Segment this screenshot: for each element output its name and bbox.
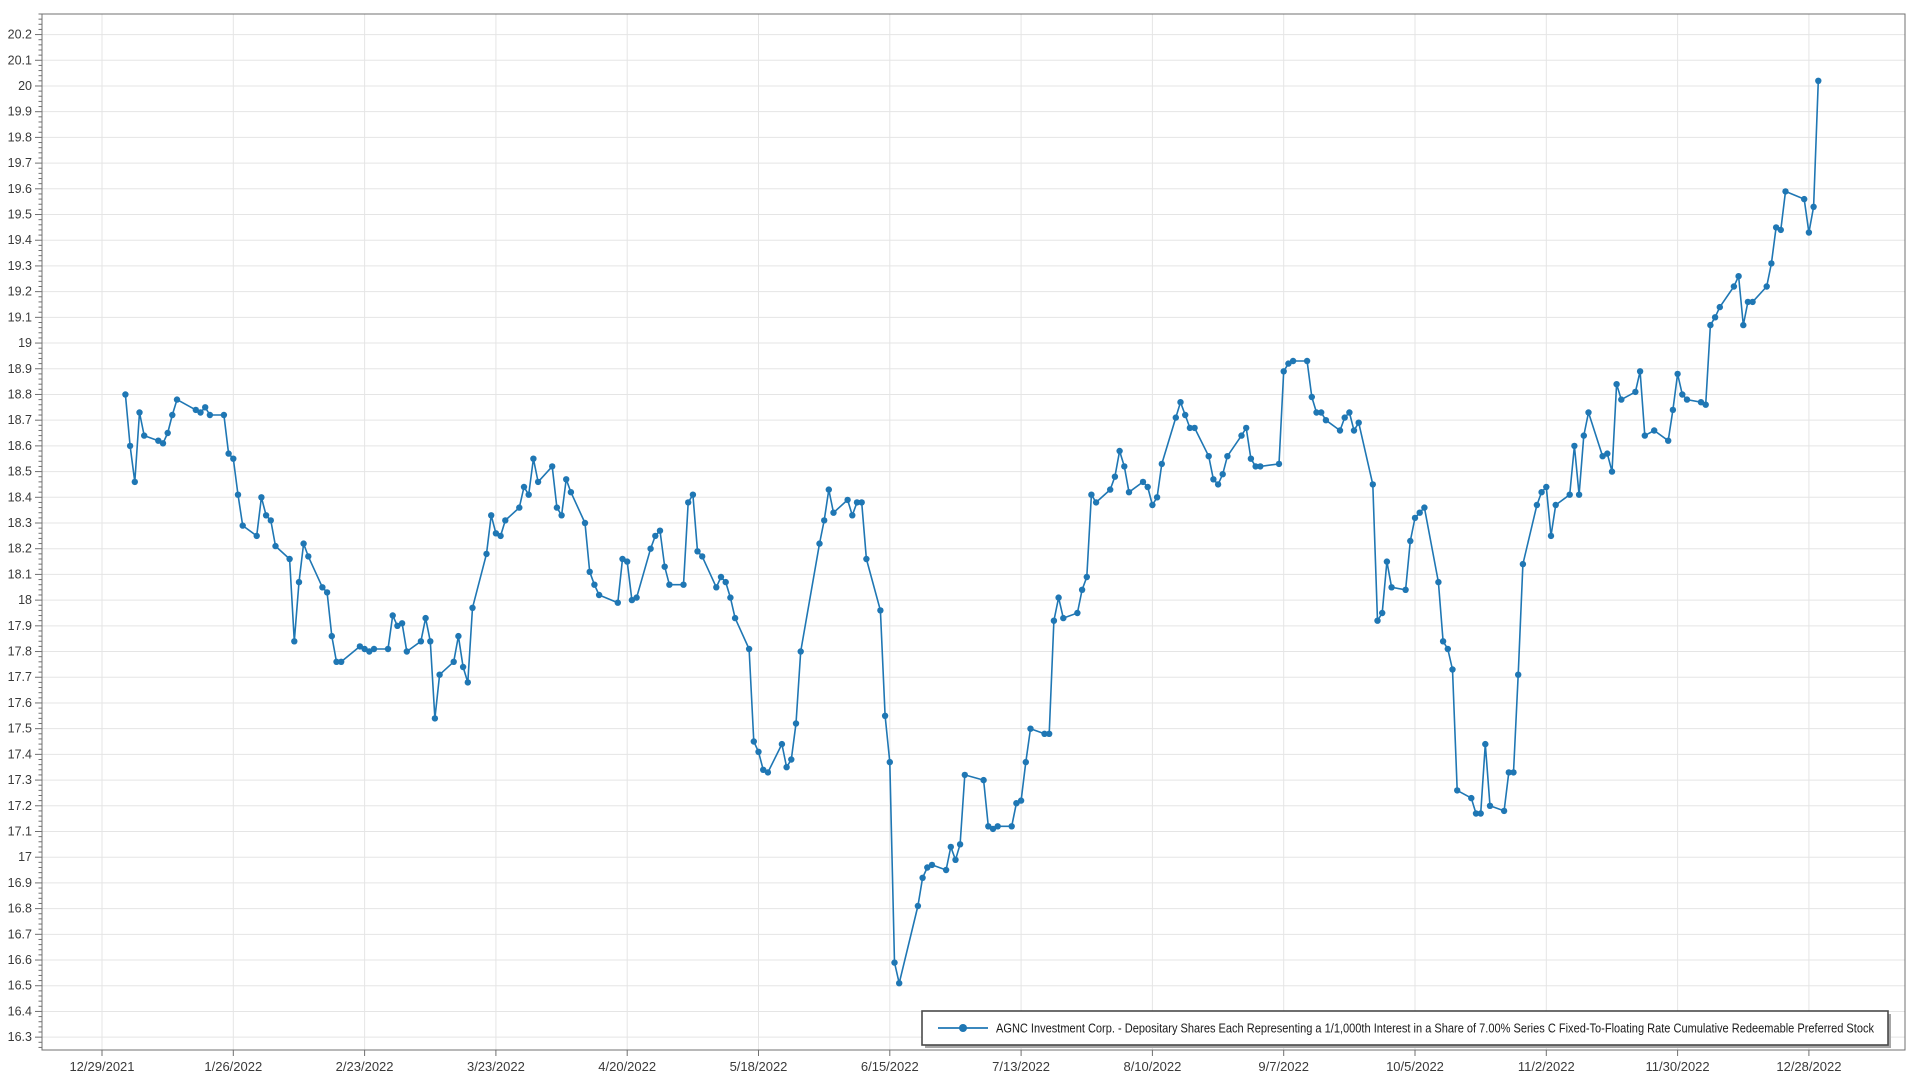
y-axis-ticks — [35, 13, 42, 1048]
svg-text:1/26/2022: 1/26/2022 — [204, 1059, 262, 1074]
svg-text:19.7: 19.7 — [8, 156, 32, 170]
svg-text:18.8: 18.8 — [8, 387, 32, 401]
svg-text:9/7/2022: 9/7/2022 — [1258, 1059, 1309, 1074]
svg-text:4/20/2022: 4/20/2022 — [598, 1059, 656, 1074]
legend-series-label: AGNC Investment Corp. - Depositary Share… — [996, 1021, 1874, 1036]
svg-text:2/23/2022: 2/23/2022 — [336, 1059, 394, 1074]
svg-text:17.8: 17.8 — [8, 645, 32, 659]
svg-text:11/2/2022: 11/2/2022 — [1518, 1059, 1575, 1074]
svg-text:10/5/2022: 10/5/2022 — [1386, 1059, 1444, 1074]
horizontal-gridlines — [42, 34, 1905, 1038]
svg-text:17.6: 17.6 — [8, 696, 32, 710]
svg-text:19.6: 19.6 — [8, 182, 32, 196]
svg-text:12/28/2022: 12/28/2022 — [1776, 1059, 1841, 1074]
svg-text:19.3: 19.3 — [8, 259, 32, 273]
svg-text:20: 20 — [18, 79, 32, 93]
vertical-gridlines — [101, 14, 1810, 1050]
svg-text:19: 19 — [18, 336, 32, 350]
svg-text:18.9: 18.9 — [8, 362, 32, 376]
svg-text:16.4: 16.4 — [8, 1004, 32, 1018]
svg-text:19.9: 19.9 — [8, 105, 32, 119]
legend-box: AGNC Investment Corp. - Depositary Share… — [921, 1010, 1891, 1048]
svg-text:17.7: 17.7 — [8, 670, 32, 684]
price-line-series — [122, 77, 1822, 987]
svg-text:12/29/2021: 12/29/2021 — [69, 1059, 134, 1074]
svg-text:19.8: 19.8 — [8, 130, 32, 144]
svg-text:19.4: 19.4 — [8, 233, 32, 247]
x-axis-labels: 12/29/2021 1/26/2022 2/23/2022 3/23/2022 4/2… — [69, 1059, 1841, 1074]
svg-text:16.9: 16.9 — [8, 876, 32, 890]
svg-text:18: 18 — [18, 593, 32, 607]
legend-frame — [921, 1010, 1889, 1046]
svg-text:17.3: 17.3 — [8, 773, 32, 787]
svg-text:18.4: 18.4 — [8, 490, 32, 504]
svg-text:19.1: 19.1 — [8, 310, 32, 324]
svg-text:7/13/2022: 7/13/2022 — [992, 1059, 1050, 1074]
plot-area-border — [41, 13, 1906, 1051]
svg-text:17.9: 17.9 — [8, 619, 32, 633]
svg-text:18.7: 18.7 — [8, 413, 32, 427]
svg-text:18.3: 18.3 — [8, 516, 32, 530]
svg-text:16.5: 16.5 — [8, 979, 32, 993]
svg-text:11/30/2022: 11/30/2022 — [1646, 1059, 1710, 1074]
legend-series-marker-icon — [959, 1024, 967, 1032]
svg-text:3/23/2022: 3/23/2022 — [467, 1059, 525, 1074]
svg-text:16.8: 16.8 — [8, 902, 32, 916]
y-axis-labels: 16.3 16.4 16.5 16.6 16.7 16.8 16.9 17 17.1 17.2 17… — [8, 28, 32, 1045]
x-axis-ticks — [101, 1050, 1810, 1056]
svg-text:17.2: 17.2 — [8, 799, 32, 813]
svg-text:20.2: 20.2 — [8, 28, 32, 42]
svg-text:18.1: 18.1 — [8, 567, 32, 581]
svg-text:17: 17 — [18, 850, 32, 864]
svg-text:16.6: 16.6 — [8, 953, 32, 967]
svg-text:5/18/2022: 5/18/2022 — [730, 1059, 788, 1074]
svg-text:17.4: 17.4 — [8, 747, 32, 761]
svg-text:17.1: 17.1 — [8, 824, 32, 838]
svg-text:18.5: 18.5 — [8, 465, 32, 479]
svg-text:8/10/2022: 8/10/2022 — [1123, 1059, 1181, 1074]
svg-text:20.1: 20.1 — [8, 53, 32, 67]
svg-text:19.5: 19.5 — [8, 208, 32, 222]
svg-text:16.3: 16.3 — [8, 1030, 32, 1044]
svg-text:19.2: 19.2 — [8, 285, 32, 299]
svg-text:18.6: 18.6 — [8, 439, 32, 453]
svg-text:18.2: 18.2 — [8, 542, 32, 556]
svg-text:17.5: 17.5 — [8, 722, 32, 736]
svg-text:6/15/2022: 6/15/2022 — [861, 1059, 919, 1074]
svg-text:16.7: 16.7 — [8, 927, 32, 941]
